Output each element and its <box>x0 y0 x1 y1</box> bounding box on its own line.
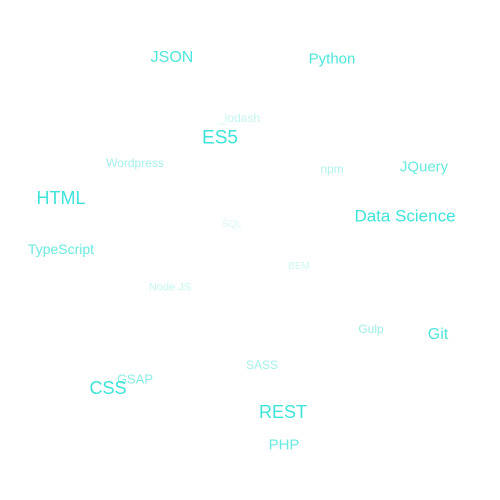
tag-rest[interactable]: REST <box>258 402 308 422</box>
tag-sql[interactable]: SQL <box>221 219 243 230</box>
tag-jquery[interactable]: JQuery <box>399 158 449 176</box>
tag-data-science[interactable]: Data Science <box>354 206 456 226</box>
tag-php[interactable]: PHP <box>268 436 300 454</box>
tag-git[interactable]: Git <box>427 326 449 343</box>
tag-node-js[interactable]: Node JS <box>148 281 192 294</box>
tag-gulp[interactable]: Gulp <box>358 322 384 336</box>
tag-gsap[interactable]: GSAP <box>116 371 154 387</box>
tag-bem[interactable]: BEM <box>288 261 310 272</box>
tag-npm[interactable]: npm <box>320 162 344 176</box>
tag-html[interactable]: HTML <box>36 188 86 208</box>
tag-lodash[interactable]: _lodash <box>217 111 261 125</box>
tag-es5[interactable]: ES5 <box>202 127 238 149</box>
tag-wordpress[interactable]: Wordpress <box>106 156 164 170</box>
tag-json[interactable]: JSON <box>150 49 194 66</box>
tag-css[interactable]: CSS <box>89 378 127 398</box>
tag-sass[interactable]: SASS <box>245 358 279 372</box>
tag-python[interactable]: Python <box>308 50 356 68</box>
tag-typescript[interactable]: TypeScript <box>27 241 95 257</box>
